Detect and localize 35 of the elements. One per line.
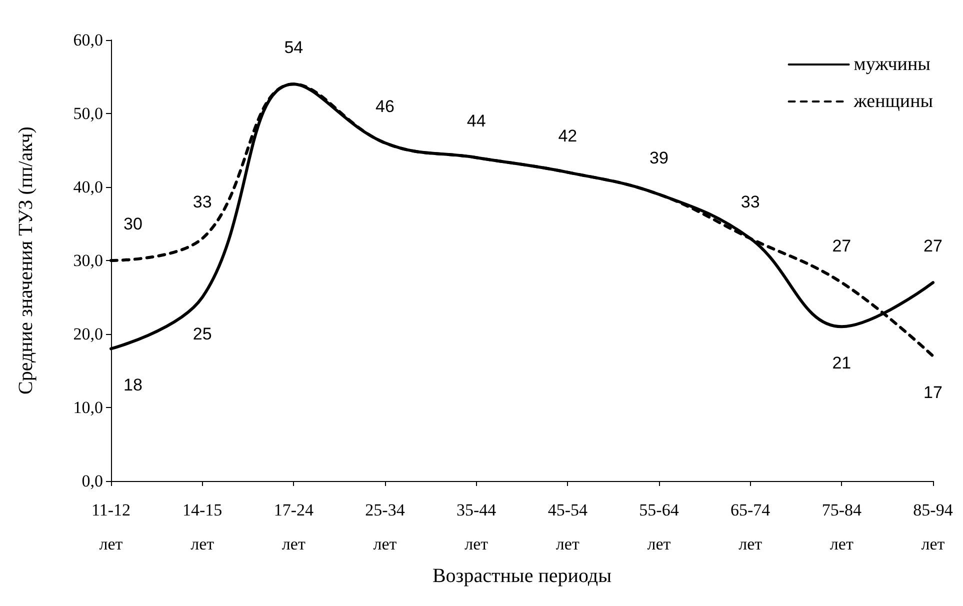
- y-tick-label: 0,0: [82, 472, 103, 490]
- x-tick-label: 17-24 лет: [274, 500, 314, 554]
- data-label: 42: [558, 126, 578, 146]
- data-label: 33: [740, 192, 760, 212]
- x-tick-label: 25-34 лет: [365, 500, 406, 554]
- x-tick-label: 85-94 лет: [913, 500, 954, 554]
- data-label: 25: [192, 324, 212, 344]
- legend-label: мужчины: [854, 54, 931, 75]
- data-label: 17: [924, 383, 942, 402]
- y-tick-label: 10,0: [73, 398, 103, 417]
- x-tick-label: 75-84 лет: [822, 500, 862, 554]
- y-tick-label: 20,0: [73, 324, 103, 344]
- data-label: 46: [376, 96, 394, 116]
- data-label: 18: [124, 376, 142, 395]
- y-tick-label: 50,0: [73, 104, 103, 123]
- data-label: 33: [192, 192, 212, 212]
- legend-label: женщины: [852, 91, 934, 112]
- data-label: 44: [466, 112, 486, 131]
- x-tick-label: 55-64 лет: [639, 500, 680, 554]
- x-tick-label: 35-44 лет: [456, 500, 497, 554]
- y-tick-label: 30,0: [73, 251, 103, 270]
- x-tick-label: 65-74 лет: [730, 500, 771, 554]
- x-axis-title: Возрастные периоды: [432, 565, 612, 587]
- x-tick-label: 11-12 лет: [91, 500, 131, 554]
- data-label: 39: [650, 148, 668, 168]
- y-tick-label: 40,0: [73, 178, 103, 196]
- data-label: 21: [832, 354, 852, 373]
- x-tick-label: 14-15 лет: [182, 500, 222, 554]
- data-label: 30: [124, 214, 142, 234]
- data-label: 27: [832, 236, 852, 256]
- y-tick-label: 60,0: [73, 30, 103, 50]
- data-label: 54: [284, 38, 304, 58]
- data-label: 27: [924, 236, 942, 256]
- x-tick-label: 45-54 лет: [548, 500, 588, 554]
- y-axis-title: Средние значения ТУЗ (пп/акч): [15, 126, 37, 394]
